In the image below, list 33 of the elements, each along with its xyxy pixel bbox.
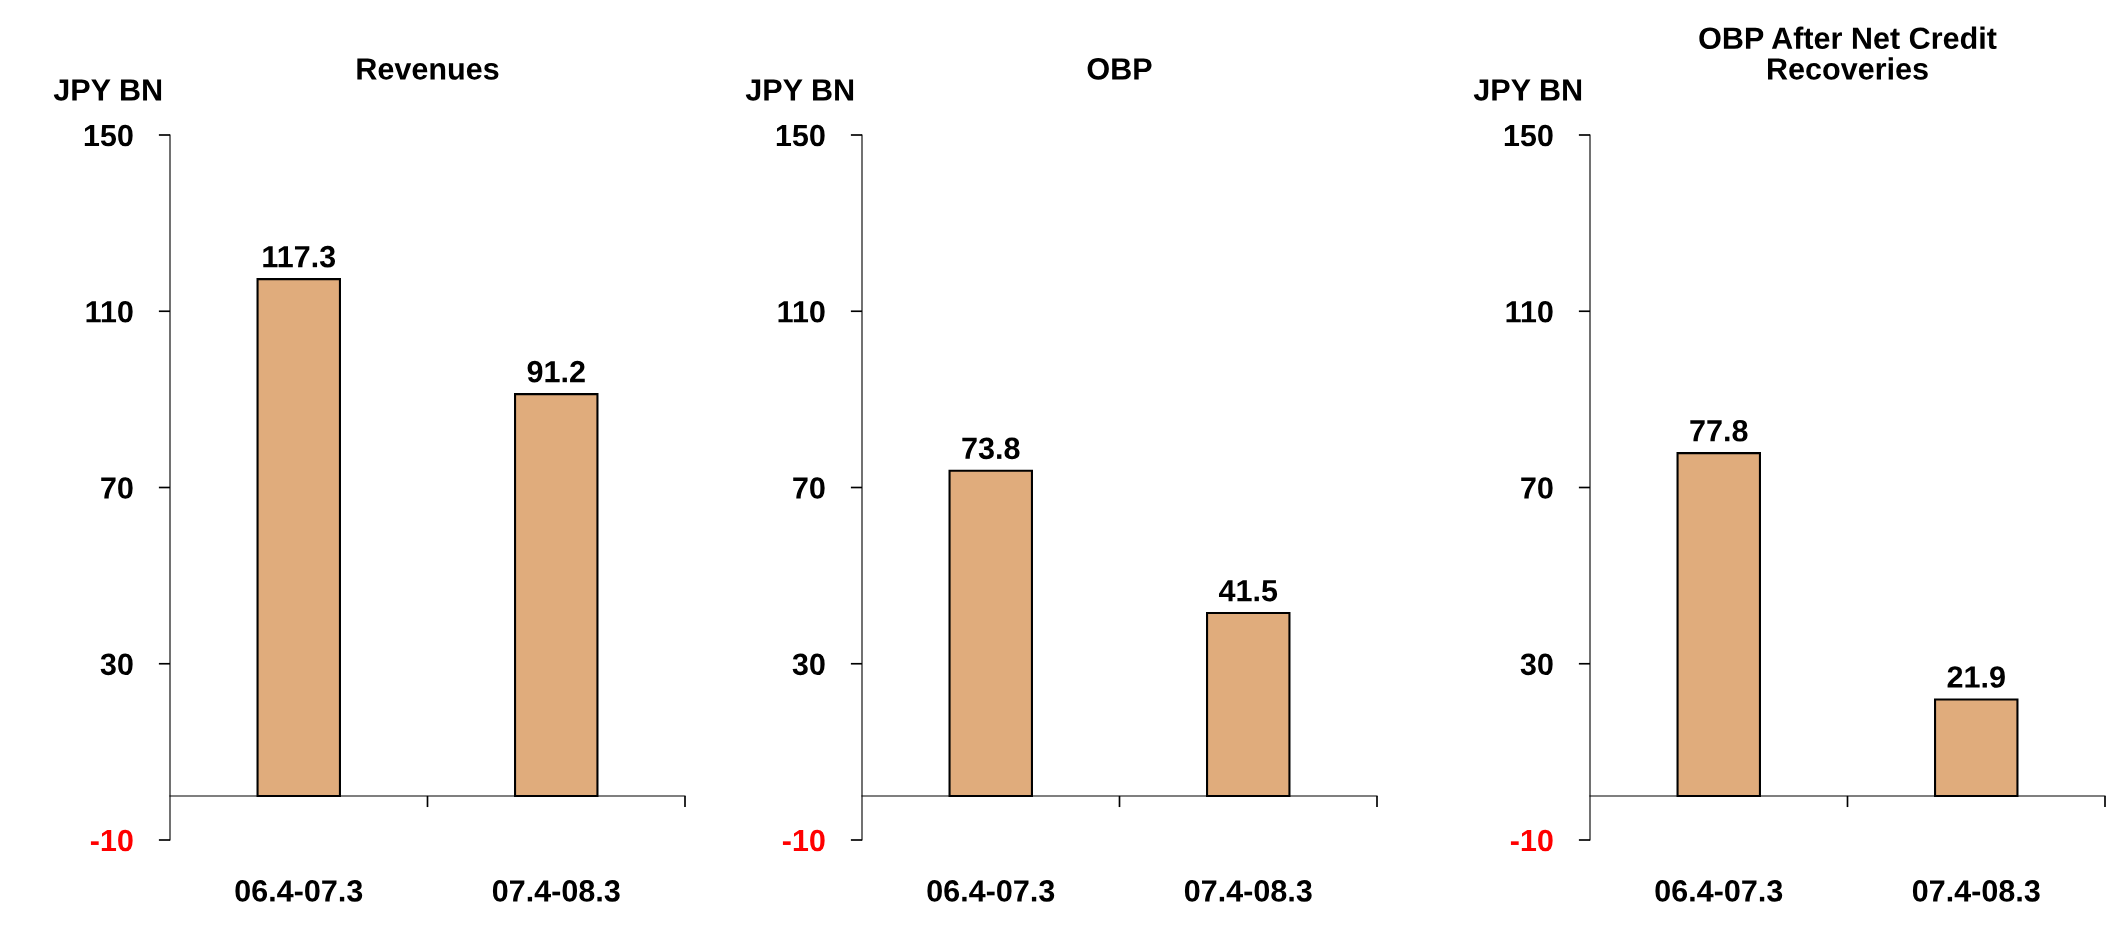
- y-tick-label: 150: [1504, 124, 1553, 147]
- y-tick-label: -10: [782, 829, 825, 852]
- data-label: 91.2: [527, 360, 585, 383]
- y-tick-label: 30: [1520, 653, 1553, 676]
- y-tick-label: -10: [90, 829, 133, 852]
- chart-title: OBP After Net Credit Recoveries: [1699, 26, 1997, 80]
- data-label: 117.3: [263, 245, 336, 268]
- x-tick-label: 06.4-07.3: [1655, 880, 1783, 902]
- x-tick-label: 07.4-08.3: [1912, 880, 2040, 902]
- y-tick-label: 70: [1521, 477, 1553, 499]
- y-tick-label: 110: [778, 300, 825, 323]
- y-tick-label: -10: [1510, 829, 1553, 852]
- y-tick-label: 30: [100, 653, 133, 676]
- chart-title: OBP: [1087, 58, 1152, 80]
- data-label: 21.9: [1947, 666, 2005, 688]
- y-axis-title: JPY BN: [1473, 79, 1582, 101]
- x-tick-label: 06.4-07.3: [235, 880, 363, 902]
- y-axis-title: JPY BN: [745, 79, 854, 101]
- x-tick-label: 07.4-08.3: [492, 880, 620, 902]
- data-label: 41.5: [1218, 580, 1278, 602]
- y-tick-label: 110: [1506, 300, 1553, 323]
- y-tick-label: 150: [776, 124, 825, 147]
- x-tick-label: 06.4-07.3: [927, 880, 1055, 902]
- data-label: 77.8: [1690, 419, 1748, 442]
- y-axis-title: JPY BN: [53, 79, 162, 101]
- y-tick-label: 70: [101, 477, 133, 499]
- y-tick-label: 150: [84, 124, 133, 147]
- y-tick-label: 70: [793, 477, 825, 499]
- chart-title: Revenues: [357, 58, 499, 80]
- y-tick-label: 30: [792, 653, 825, 676]
- y-tick-label: 110: [86, 300, 133, 323]
- data-label: 73.8: [962, 437, 1020, 460]
- x-tick-label: 07.4-08.3: [1184, 880, 1312, 902]
